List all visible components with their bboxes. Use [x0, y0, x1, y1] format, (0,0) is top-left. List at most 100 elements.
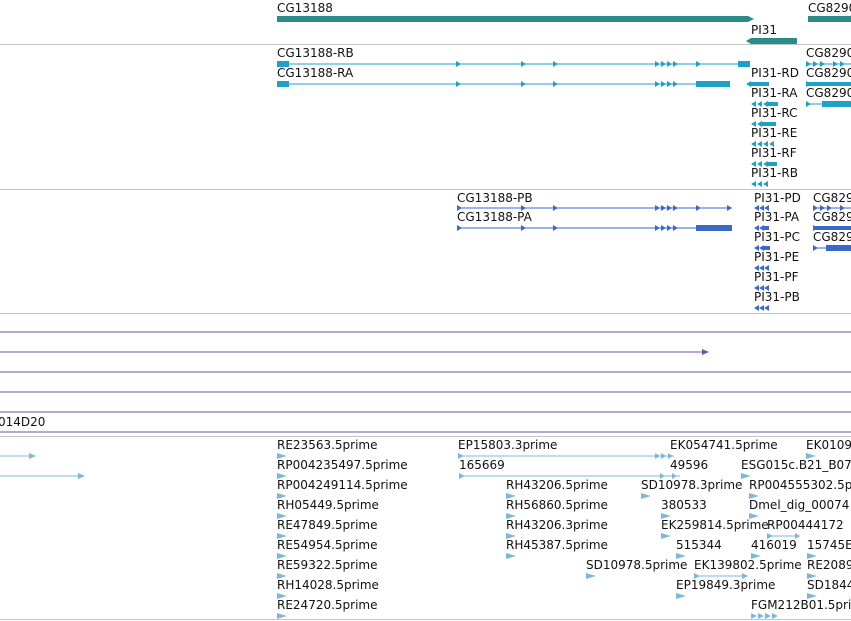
est-feature[interactable]	[749, 513, 759, 519]
est-label[interactable]: RP004249114.5prime	[277, 478, 408, 492]
est-feature[interactable]	[807, 593, 817, 599]
est-feature[interactable]	[751, 613, 778, 619]
gene-label-cg8290[interactable]: CG8290	[808, 1, 851, 15]
est-feature[interactable]	[749, 493, 759, 499]
est-label[interactable]: SD10978.5prime	[586, 558, 688, 572]
transcript-feature[interactable]	[806, 61, 851, 67]
protein-label[interactable]: CG829	[813, 230, 851, 244]
gene-feature-pi31[interactable]	[751, 38, 797, 44]
transcript-feature[interactable]	[806, 101, 851, 107]
est-feature[interactable]	[277, 473, 287, 479]
est-label[interactable]: Dmel_dig_00074	[749, 498, 850, 512]
transcript-label[interactable]: CG8290	[806, 46, 851, 60]
est-label[interactable]: RE24720.5prime	[277, 598, 378, 612]
est-label[interactable]: EP19849.3prime	[676, 578, 776, 592]
protein-feature[interactable]	[754, 265, 769, 271]
est-label[interactable]: EP15803.3prime	[458, 438, 558, 452]
protein-feature[interactable]	[754, 245, 770, 251]
est-label[interactable]: RH14028.5prime	[277, 578, 379, 592]
est-feature[interactable]	[277, 513, 287, 519]
transcript-label[interactable]: CG8290	[806, 66, 851, 80]
transcript-feature[interactable]	[746, 81, 769, 87]
est-label[interactable]: RE2089	[807, 558, 851, 572]
protein-label[interactable]: PI31-PD	[754, 191, 801, 205]
est-feature[interactable]	[676, 593, 686, 599]
est-label[interactable]: FGM212B01.5prime	[751, 598, 851, 612]
est-label[interactable]: ESG015c.B21_B07.	[741, 458, 851, 472]
est-feature[interactable]	[459, 473, 680, 479]
gene-label-pi31[interactable]: PI31	[751, 23, 778, 37]
transcript-label[interactable]: PI31-RB	[751, 166, 798, 180]
est-label[interactable]: RP004555302.5p	[749, 478, 851, 492]
est-feature[interactable]	[767, 533, 800, 539]
transcript-feature[interactable]	[751, 161, 777, 167]
est-feature[interactable]	[641, 493, 651, 499]
protein-label[interactable]: PI31-PA	[754, 210, 800, 224]
protein-feature[interactable]	[754, 205, 769, 211]
est-label[interactable]: EK139802.5prime	[694, 558, 802, 572]
est-label[interactable]: RE59322.5prime	[277, 558, 378, 572]
est-feature[interactable]	[0, 453, 36, 459]
gene-label-cg13188[interactable]: CG13188	[277, 1, 333, 15]
est-label[interactable]: RE47849.5prime	[277, 518, 378, 532]
est-feature[interactable]	[807, 573, 817, 579]
est-feature[interactable]	[506, 513, 516, 519]
est-feature[interactable]	[506, 533, 516, 539]
est-feature[interactable]	[458, 453, 674, 459]
protein-label[interactable]: PI31-PF	[754, 270, 799, 284]
transcript-feature[interactable]	[751, 181, 768, 187]
est-label[interactable]: RH45387.5prime	[506, 538, 608, 552]
est-label[interactable]: 515344	[676, 538, 722, 552]
est-label[interactable]: RH56860.5prime	[506, 498, 608, 512]
est-label[interactable]: 15745E	[807, 538, 851, 552]
est-label[interactable]: 380533	[661, 498, 707, 512]
transcript-label[interactable]: CG13188-RA	[277, 66, 354, 80]
est-label[interactable]: 416019	[751, 538, 797, 552]
est-feature[interactable]	[806, 453, 816, 459]
protein-feature[interactable]	[813, 205, 851, 211]
protein-label[interactable]: CG829	[813, 191, 851, 205]
est-feature[interactable]	[506, 553, 516, 559]
transcript-label[interactable]: PI31-RE	[751, 126, 798, 140]
transcript-feature[interactable]	[751, 101, 778, 107]
transcript-label[interactable]: CG8290	[806, 86, 851, 100]
protein-feature[interactable]	[813, 245, 851, 251]
est-label[interactable]: RH05449.5prime	[277, 498, 379, 512]
clone-label[interactable]: 014D20	[0, 415, 46, 429]
est-feature[interactable]	[277, 593, 287, 599]
protein-feature[interactable]	[754, 225, 769, 231]
protein-label[interactable]: PI31-PC	[754, 230, 800, 244]
est-feature[interactable]	[676, 553, 686, 559]
protein-label[interactable]: PI31-PE	[754, 250, 800, 264]
protein-feature[interactable]	[754, 285, 769, 291]
est-label[interactable]: RH43206.3prime	[506, 518, 608, 532]
transcript-label[interactable]: PI31-RD	[751, 66, 799, 80]
transcript-label[interactable]: PI31-RA	[751, 86, 798, 100]
protein-feature[interactable]	[813, 225, 851, 231]
est-feature[interactable]	[661, 533, 671, 539]
est-label[interactable]: 49596	[670, 458, 709, 472]
est-label[interactable]: SD10978.3prime	[641, 478, 743, 492]
protein-label[interactable]: PI31-PB	[754, 290, 800, 304]
gene-feature-cg8290[interactable]	[808, 16, 851, 22]
est-feature[interactable]	[694, 573, 748, 579]
protein-feature[interactable]	[457, 225, 732, 231]
est-label[interactable]: RE23563.5prime	[277, 438, 378, 452]
transcript-feature[interactable]	[806, 81, 851, 87]
est-label[interactable]: EK259814.5prime	[661, 518, 769, 532]
clone-feature[interactable]	[0, 349, 709, 355]
est-feature[interactable]	[277, 613, 287, 619]
est-feature[interactable]	[277, 493, 287, 499]
est-feature[interactable]	[661, 513, 671, 519]
est-feature[interactable]	[586, 573, 596, 579]
est-label[interactable]: RH43206.5prime	[506, 478, 608, 492]
est-feature[interactable]	[741, 473, 751, 479]
est-feature[interactable]	[807, 553, 817, 559]
transcript-label[interactable]: PI31-RF	[751, 146, 797, 160]
est-feature[interactable]	[506, 493, 516, 499]
transcript-feature[interactable]	[277, 81, 730, 87]
est-feature[interactable]	[277, 553, 287, 559]
transcript-feature[interactable]	[751, 141, 774, 147]
est-label[interactable]: SD1844	[807, 578, 851, 592]
protein-label[interactable]: CG829	[813, 210, 851, 224]
